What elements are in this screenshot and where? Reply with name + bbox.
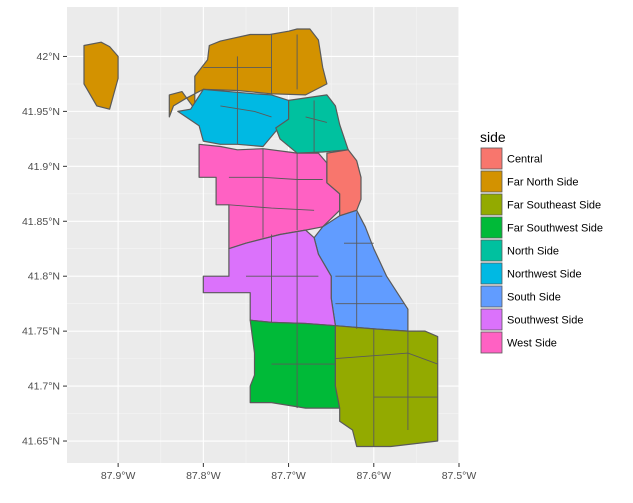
- legend-swatch: [480, 147, 503, 170]
- legend-label: North Side: [507, 246, 559, 258]
- y-tick-label: 42°N: [37, 51, 60, 63]
- y-tick-label: 41.9°N: [28, 161, 60, 173]
- legend-label: West Side: [507, 338, 557, 350]
- legend-label: South Side: [507, 292, 561, 304]
- legend-swatch: [480, 331, 503, 354]
- legend: side Central Far North Side Far Southeast …: [480, 129, 603, 354]
- x-tick-label: 87.8°W: [186, 470, 221, 482]
- y-tick-label: 41.85°N: [22, 216, 60, 228]
- legend-swatch: [480, 216, 503, 239]
- y-tick-label: 41.95°N: [22, 106, 60, 118]
- legend-label: Central: [507, 154, 542, 166]
- legend-label: Far Southwest Side: [507, 223, 603, 235]
- region-far-southeast-side: [334, 325, 439, 448]
- community-boundary: [220, 105, 272, 118]
- legend-label: Far North Side: [507, 177, 579, 189]
- x-tick-label: 87.6°W: [357, 470, 392, 482]
- legend-title: side: [480, 129, 506, 145]
- legend-swatch: [480, 285, 503, 308]
- legend-label: Northwest Side: [507, 269, 582, 281]
- legend-label: Far Southeast Side: [507, 200, 601, 212]
- legend-swatch: [480, 262, 503, 285]
- y-axis: 42°N 41.95°N 41.9°N 41.85°N 41.8°N 41.75°N 41.…: [22, 51, 67, 448]
- legend-swatch: [480, 193, 503, 216]
- y-tick-label: 41.75°N: [22, 326, 60, 338]
- legend-swatch: [480, 239, 503, 262]
- region-north-side: [275, 94, 349, 154]
- x-tick-label: 87.7°W: [271, 470, 306, 482]
- legend-swatch: [480, 308, 503, 331]
- x-tick-label: 87.5°W: [442, 470, 477, 482]
- legend-swatch: [480, 170, 503, 193]
- community-boundary: [305, 116, 328, 123]
- community-boundary: [228, 176, 323, 180]
- x-tick-label: 87.9°W: [101, 470, 136, 482]
- y-tick-label: 41.7°N: [28, 381, 60, 393]
- y-tick-label: 41.65°N: [22, 436, 60, 448]
- legend-label: Southwest Side: [507, 315, 583, 327]
- community-boundary: [228, 204, 315, 211]
- community-area-lines: [203, 34, 438, 447]
- y-tick-label: 41.8°N: [28, 271, 60, 283]
- region-far-north-side: [168, 28, 328, 118]
- x-axis: 87.9°W 87.8°W 87.7°W 87.6°W 87.5°W: [101, 463, 477, 482]
- region-central: [326, 149, 362, 217]
- region-far-north-side: [83, 41, 119, 110]
